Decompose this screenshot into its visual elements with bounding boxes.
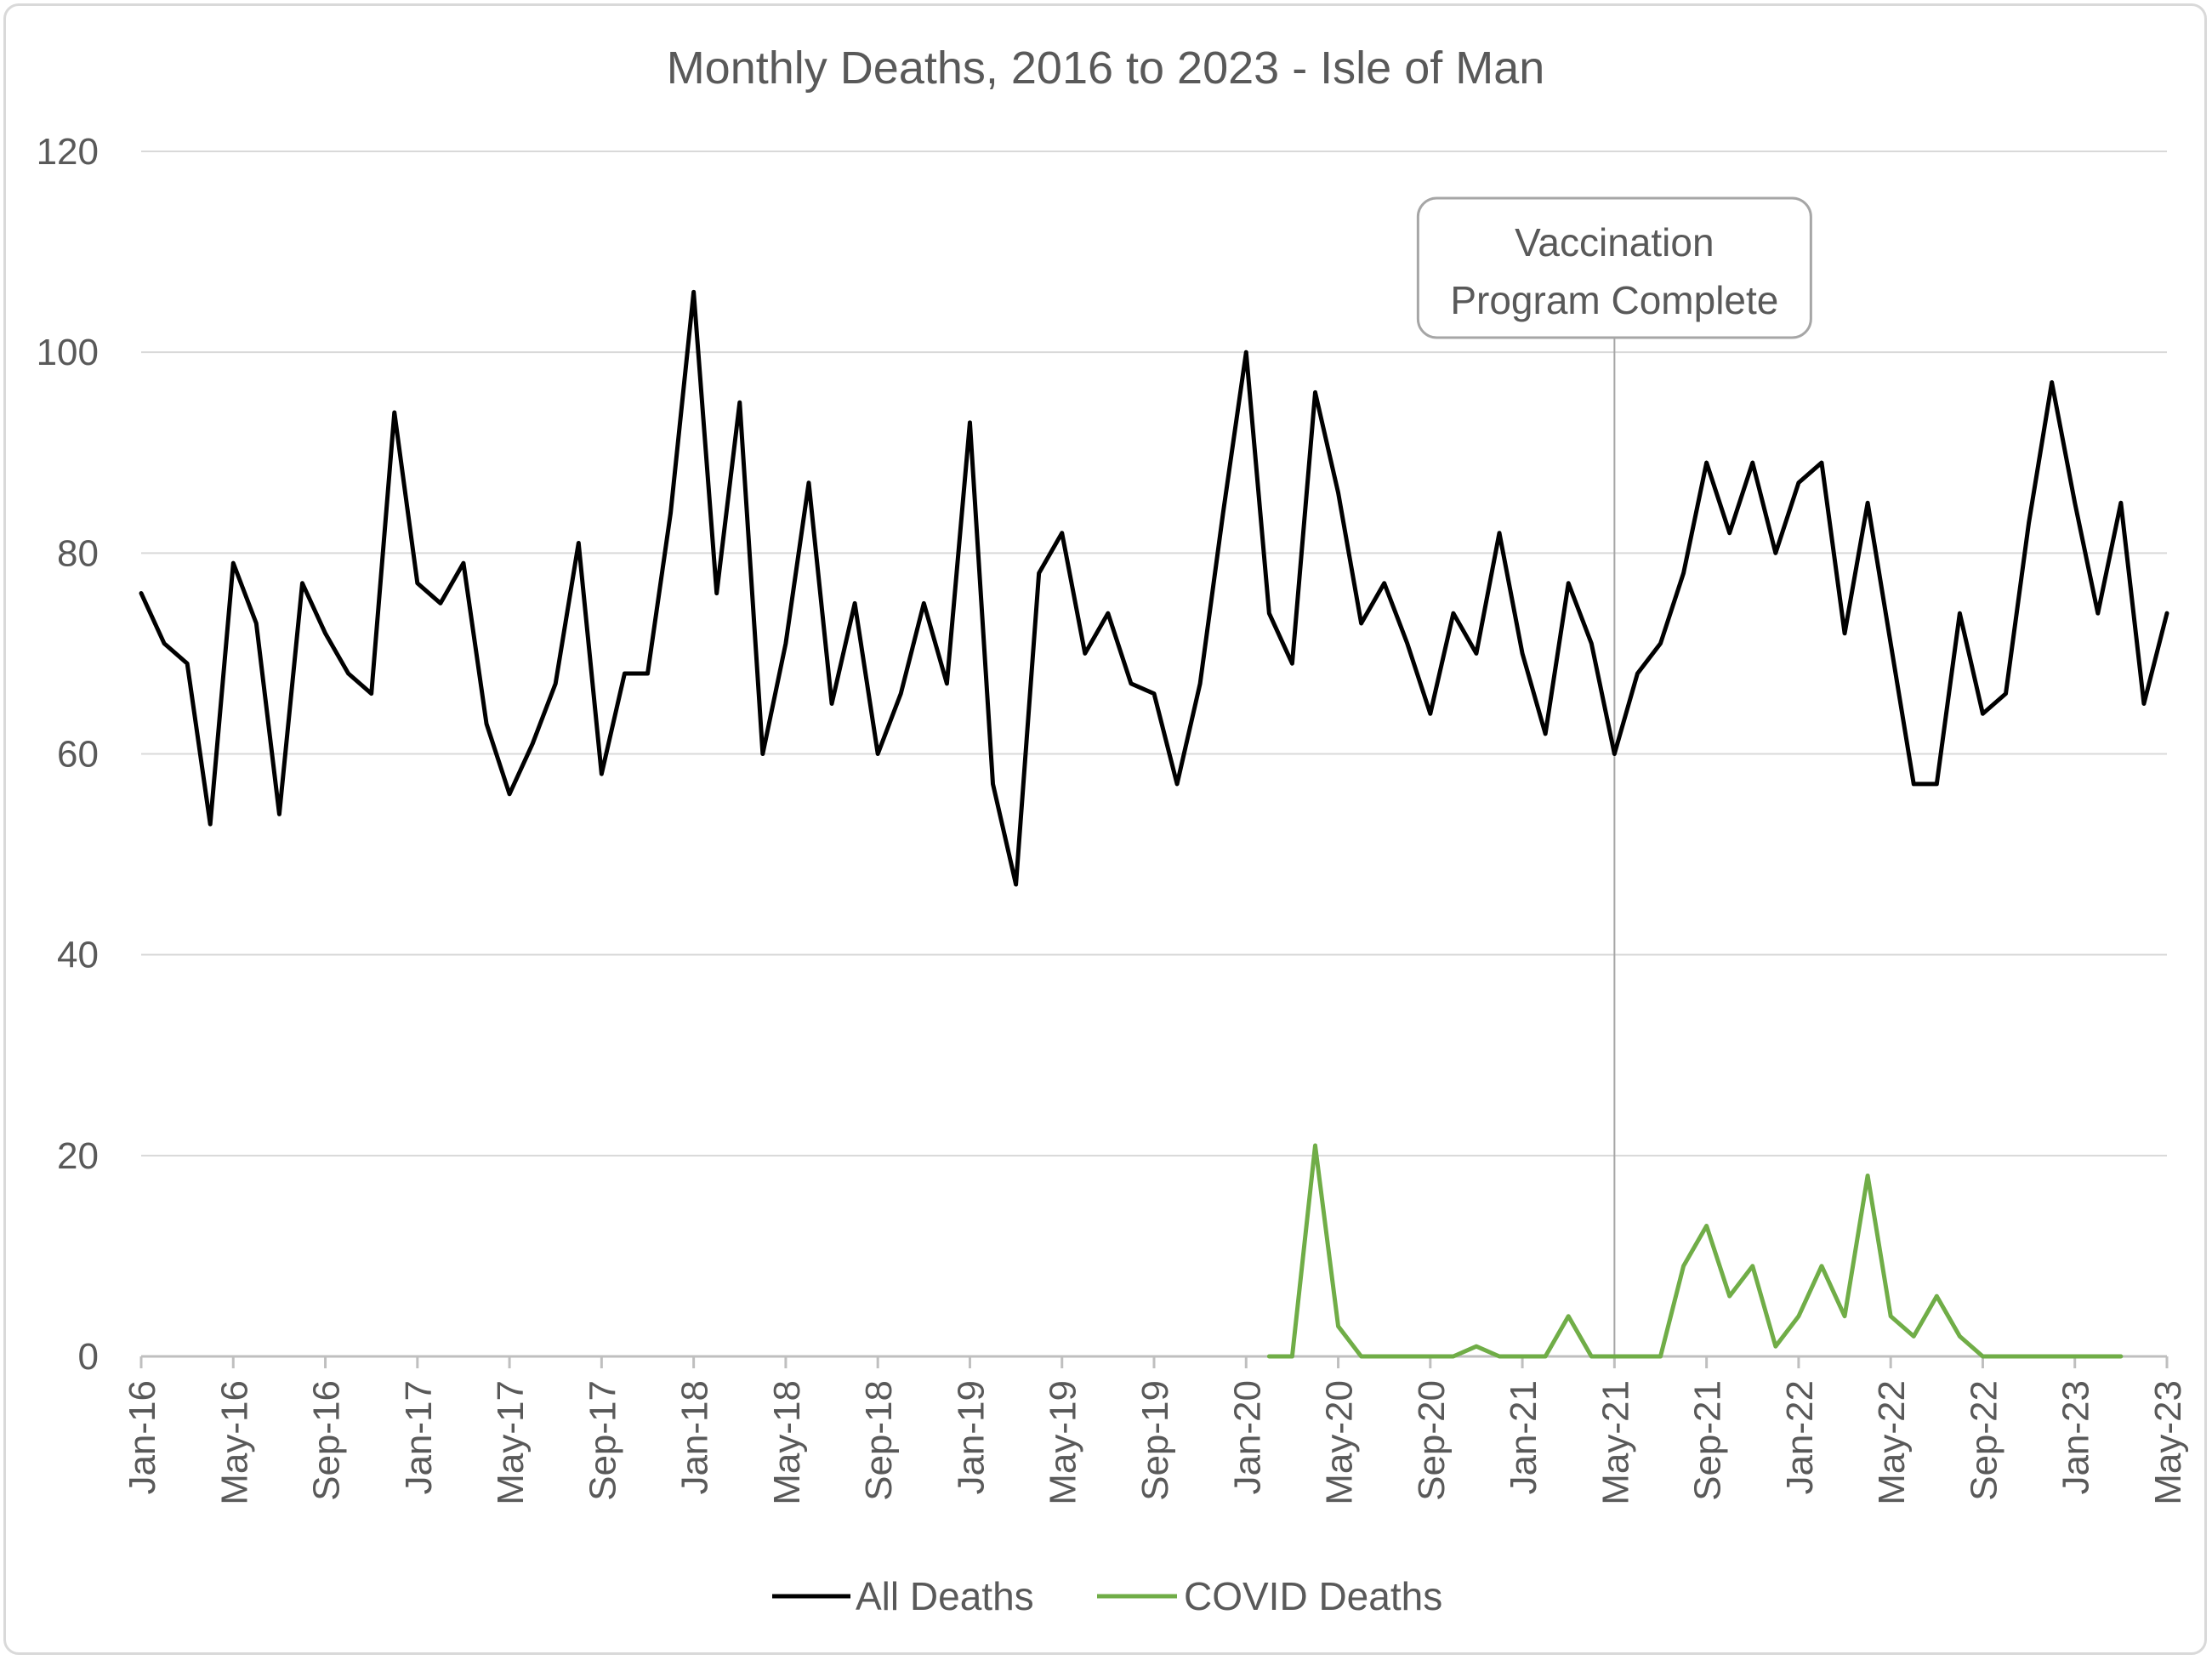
x-tick-label: Jan-17	[398, 1380, 440, 1495]
x-tick-label: Sep-18	[858, 1380, 900, 1501]
x-tick-label: Sep-17	[582, 1380, 623, 1501]
x-tick-label: Jan-16	[122, 1380, 163, 1495]
x-tick-label: Jan-20	[1226, 1380, 1268, 1495]
annotation-text-line1: Vaccination	[1515, 220, 1714, 264]
chart-frame	[3, 3, 2207, 1655]
series-layer	[139, 289, 2169, 1359]
x-tick-label: Jan-18	[674, 1380, 716, 1495]
y-tick-label: 80	[57, 532, 99, 574]
y-tick-label: 20	[57, 1135, 99, 1177]
annotation-text-line2: Program Complete	[1450, 278, 1778, 322]
series-line-all-deaths	[139, 289, 2169, 887]
x-tick-label: May-19	[1043, 1380, 1084, 1505]
x-tick-label: May-17	[490, 1380, 532, 1505]
y-tick-label: 120	[37, 131, 99, 173]
x-tick-label: Jan-19	[950, 1380, 992, 1495]
x-tick-label: Jan-22	[1779, 1380, 1821, 1495]
x-tick-label: Sep-21	[1687, 1380, 1729, 1501]
vaccination-annotation: Vaccination Program Complete	[1416, 196, 1812, 1356]
series-all-deaths	[139, 289, 2169, 887]
x-tick-label: May-18	[766, 1380, 808, 1505]
y-tick-label: 0	[78, 1336, 99, 1378]
x-tick-label: May-20	[1319, 1380, 1361, 1505]
legend-label-all-deaths: All Deaths	[856, 1574, 1034, 1618]
x-tick-label: Jan-23	[2056, 1380, 2097, 1495]
x-tick-label: May-21	[1595, 1380, 1636, 1505]
x-tick-label: Sep-20	[1411, 1380, 1453, 1501]
legend: All Deaths COVID Deaths	[772, 1574, 1442, 1618]
x-axis: Jan-16 May-16 Sep-16 Jan-17 May-17 Sep-17 Jan-…	[122, 1355, 2189, 1505]
x-tick-label: Sep-16	[306, 1380, 348, 1501]
x-tick-label: May-16	[213, 1380, 255, 1505]
y-tick-label: 100	[37, 332, 99, 373]
chart-title: Monthly Deaths, 2016 to 2023 - Isle of M…	[667, 43, 1545, 94]
annotation-box	[1416, 196, 1812, 339]
y-tick-label: 40	[57, 935, 99, 976]
series-line-covid-deaths	[1266, 1143, 2124, 1359]
x-tick-label: Sep-19	[1134, 1380, 1176, 1501]
legend-label-covid-deaths: COVID Deaths	[1184, 1574, 1442, 1618]
gridlines	[141, 151, 2167, 1157]
x-tick-label: Jan-21	[1503, 1380, 1544, 1495]
y-axis-tick-labels: 0 20 40 60 80 100 120	[37, 131, 99, 1378]
series-covid-deaths	[1266, 1143, 2124, 1359]
x-tick-label: May-23	[2147, 1380, 2189, 1505]
x-tick-label: Sep-22	[1963, 1380, 2004, 1501]
y-tick-label: 60	[57, 734, 99, 776]
x-tick-label: May-22	[1871, 1380, 1913, 1505]
